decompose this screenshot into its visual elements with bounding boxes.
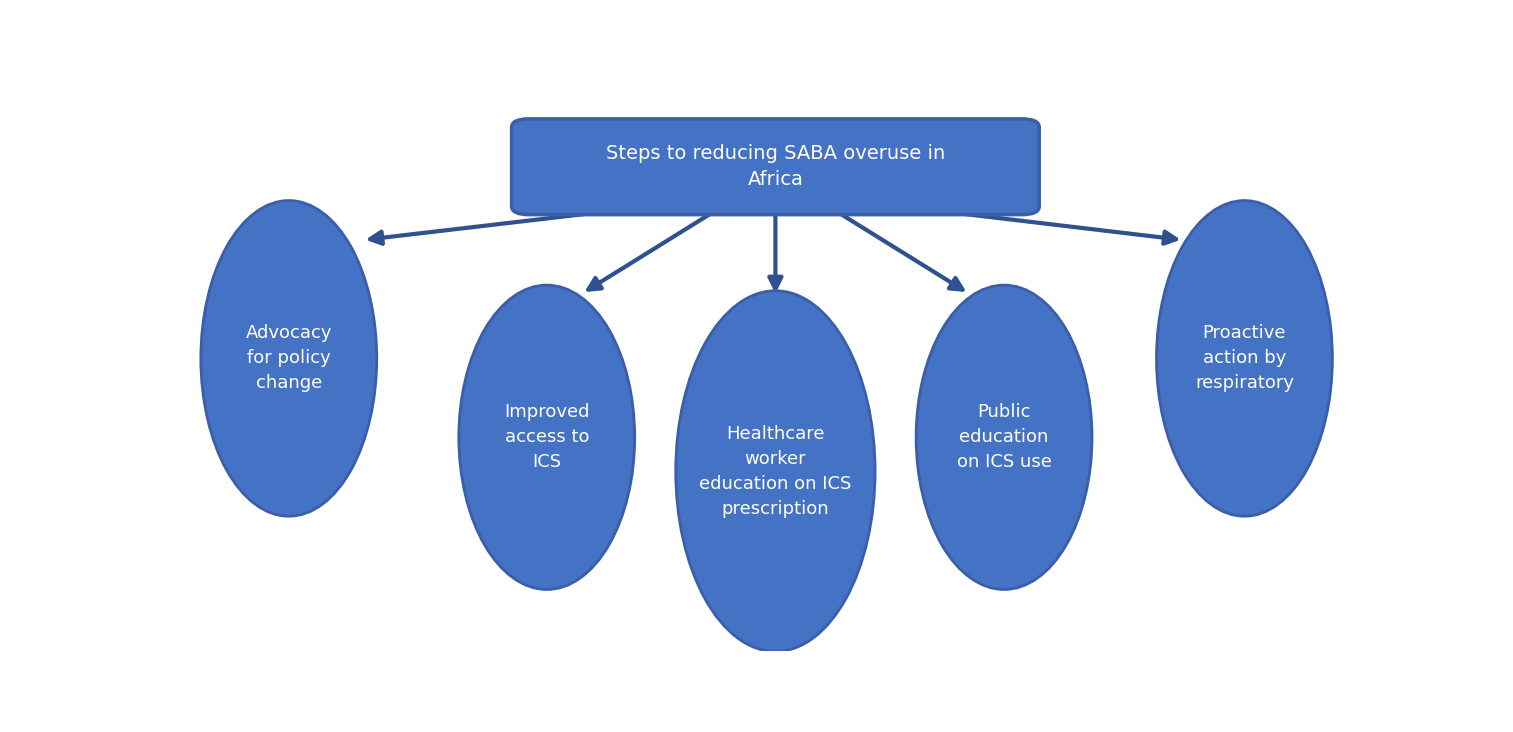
Text: Proactive
action by
respiratory: Proactive action by respiratory	[1195, 324, 1294, 392]
Text: Public
education
on ICS use: Public education on ICS use	[956, 403, 1052, 471]
Ellipse shape	[458, 285, 635, 589]
Ellipse shape	[201, 201, 377, 516]
Text: Improved
access to
ICS: Improved access to ICS	[504, 403, 590, 471]
Ellipse shape	[1156, 201, 1333, 516]
Text: Advocacy
for policy
change: Advocacy for policy change	[245, 324, 331, 392]
Ellipse shape	[676, 291, 875, 651]
Text: Steps to reducing SABA overuse in
Africa: Steps to reducing SABA overuse in Africa	[605, 144, 946, 190]
FancyBboxPatch shape	[511, 119, 1039, 214]
Text: Healthcare
worker
education on ICS
prescription: Healthcare worker education on ICS presc…	[699, 425, 852, 518]
Ellipse shape	[915, 285, 1092, 589]
